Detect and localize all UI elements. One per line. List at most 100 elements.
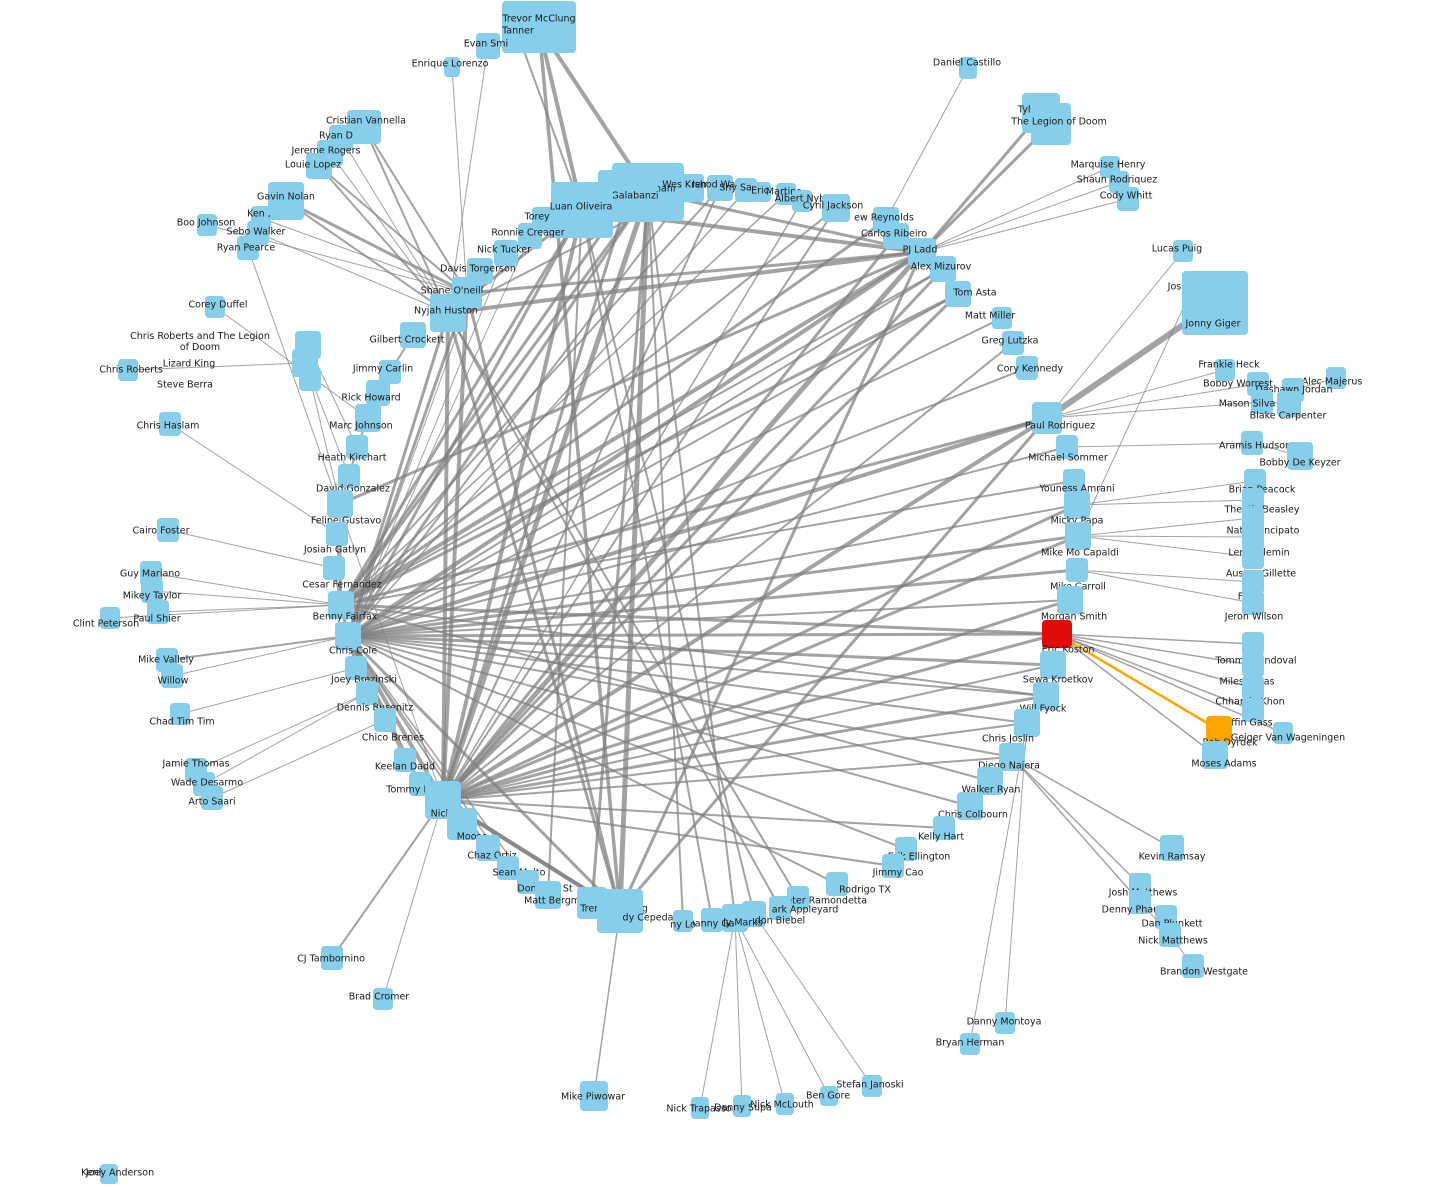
graph-node-chris-colbourn[interactable] <box>957 792 983 820</box>
graph-node-will-fyock[interactable] <box>1033 682 1059 710</box>
graph-node-eric-koston[interactable] <box>1042 620 1072 648</box>
graph-node-josiah-gatlyn[interactable] <box>326 522 348 546</box>
graph-node-brad-cromer[interactable] <box>373 988 393 1010</box>
graph-node-ronnie-creager[interactable] <box>518 223 542 249</box>
graph-node-cody-whitt[interactable] <box>1117 187 1139 211</box>
graph-node-mike-carroll[interactable] <box>1066 558 1088 582</box>
graph-node-mason-silva[interactable] <box>1251 390 1273 414</box>
graph-node-matt-bergmann[interactable] <box>535 881 561 909</box>
graph-node-nick-trapasso[interactable] <box>691 1097 709 1119</box>
graph-node-keelan-dadd[interactable] <box>394 748 416 772</box>
graph-node-austyn-gillette[interactable] <box>1242 545 1264 569</box>
graph-node-boo-johnson[interactable] <box>197 214 217 236</box>
graph-node-benny-fairfax[interactable] <box>328 591 354 619</box>
graph-node-paul-rodriguez[interactable] <box>1032 402 1062 434</box>
graph-node-rodrigo-tx[interactable] <box>826 872 848 896</box>
graph-node-felipe-gustavo[interactable] <box>327 490 353 518</box>
graph-node-steve-berra[interactable] <box>299 367 321 391</box>
graph-node-nick-mclouth[interactable] <box>776 1093 794 1115</box>
graph-node-bobby-de-keyzer[interactable] <box>1287 442 1313 470</box>
graph-node-gilbert-crockett[interactable] <box>400 322 426 348</box>
graph-node-michael-sommer[interactable] <box>1056 435 1078 459</box>
graph-node-carlos-ribeiro[interactable] <box>883 223 909 249</box>
graph-node-morgan-smith[interactable] <box>1057 586 1083 614</box>
graph-node-tony-lopez[interactable] <box>673 910 693 932</box>
graph-node-greg-lutzka[interactable] <box>1002 331 1024 355</box>
graph-node-billy-marks[interactable] <box>722 904 748 932</box>
graph-node-wes-kremer[interactable] <box>676 174 704 202</box>
graph-node-sewa-kroetkov[interactable] <box>1040 651 1066 679</box>
graph-node-nate-principato[interactable] <box>1242 506 1264 530</box>
graph-node-miles-silvas[interactable] <box>1242 653 1264 677</box>
graph-node-mark-appleyard[interactable] <box>769 896 791 920</box>
graph-node-sean-malto[interactable] <box>497 856 519 880</box>
graph-node-willow[interactable] <box>161 664 183 688</box>
graph-node-cairo-foster[interactable] <box>157 518 179 542</box>
graph-node-walker-ryan[interactable] <box>977 767 1003 795</box>
graph-node-tom-asta[interactable] <box>945 281 971 307</box>
graph-node-brian-peacock[interactable] <box>1244 469 1266 493</box>
graph-node-cody-cepeda[interactable] <box>597 889 643 933</box>
graph-node-denny-pham[interactable] <box>1129 890 1151 914</box>
graph-node-lem-villemin[interactable] <box>1242 525 1264 549</box>
graph-node-ben-gore[interactable] <box>820 1086 838 1106</box>
graph-node-alex-mizurov[interactable] <box>930 256 956 282</box>
graph-node-lucas-puig[interactable] <box>1173 240 1193 262</box>
graph-node-chhandy-khon[interactable] <box>1242 676 1264 700</box>
graph-node-matt-miller[interactable] <box>992 307 1012 329</box>
graph-node-nyjah-huston[interactable] <box>430 294 466 332</box>
graph-node-tommy-sandoval[interactable] <box>1242 632 1264 656</box>
graph-node-mike-mo-capaldi[interactable] <box>1065 522 1091 550</box>
graph-node-cory-kennedy[interactable] <box>1016 356 1038 380</box>
graph-node-alec-majerus[interactable] <box>1326 367 1346 389</box>
graph-node-diego-najera[interactable] <box>999 743 1025 771</box>
graph-node-donovan-st[interactable] <box>517 870 539 894</box>
graph-node-danny-montoya[interactable] <box>995 1012 1015 1034</box>
graph-node-legion-of-doom[interactable] <box>1031 103 1071 145</box>
graph-node-griffin-gass[interactable] <box>1242 698 1264 722</box>
graph-node-aramis-hudson[interactable] <box>1241 431 1263 455</box>
graph-node-kevin-ramsay[interactable] <box>1160 835 1184 861</box>
graph-node-nick-matthews[interactable] <box>1159 923 1181 947</box>
graph-node-kelly-hart[interactable] <box>933 816 955 840</box>
graph-node-shy-saelia[interactable] <box>735 178 757 202</box>
graph-node-furby[interactable] <box>1242 570 1264 594</box>
graph-node-joey-anderson[interactable] <box>102 1164 118 1184</box>
graph-node-jimmy-cao[interactable] <box>882 854 904 878</box>
graph-node-cesar-fernandez[interactable] <box>323 556 345 580</box>
graph-node-clint-peterson[interactable] <box>100 607 120 629</box>
graph-node-chris-roberts[interactable] <box>118 359 138 381</box>
graph-node-evan-smith[interactable] <box>476 33 500 59</box>
graph-node-mike-piwowar[interactable] <box>580 1081 608 1111</box>
graph-node-luan-oliveira[interactable] <box>551 182 613 238</box>
graph-node-danny-garcia[interactable] <box>701 908 723 932</box>
graph-node-danny-supa[interactable] <box>733 1095 751 1117</box>
graph-node-jimmy-carlin[interactable] <box>379 360 401 384</box>
graph-node-paul-shier[interactable] <box>147 600 169 624</box>
graph-node-brandon-westgate[interactable] <box>1182 954 1204 978</box>
graph-node-dennis-busenitz[interactable] <box>356 681 378 705</box>
graph-node-chico-brenes[interactable] <box>374 708 396 732</box>
graph-node-frankie-heck[interactable] <box>1215 359 1235 381</box>
graph-node-gavin-nolan[interactable] <box>268 182 304 220</box>
graph-node-nick-tucker[interactable] <box>494 240 518 266</box>
graph-node-tanner[interactable] <box>510 30 530 50</box>
graph-node-david-gonzalez[interactable] <box>338 464 360 488</box>
graph-node-joey-brezinski[interactable] <box>345 656 367 680</box>
graph-node-marc-johnson[interactable] <box>355 404 381 432</box>
graph-node-blake-carpenter[interactable] <box>1277 391 1301 417</box>
graph-node-cyril-jackson[interactable] <box>822 194 850 222</box>
graph-node-jeron-wilson[interactable] <box>1242 591 1264 615</box>
graph-node-chaz-ortiz[interactable] <box>476 835 500 861</box>
graph-node-moose[interactable] <box>447 808 477 840</box>
graph-node-chris-haslam[interactable] <box>159 412 181 436</box>
graph-node-arto-saari[interactable] <box>201 786 223 810</box>
graph-node-chris-joslin[interactable] <box>1014 709 1040 737</box>
graph-node-jonny-giger[interactable] <box>1182 271 1248 335</box>
graph-node-chad-tim-tim[interactable] <box>170 703 190 725</box>
graph-node-geiger-van-wageningen[interactable] <box>1273 722 1293 744</box>
graph-node-chris-cole[interactable] <box>335 622 361 650</box>
graph-node-rick-howard[interactable] <box>366 380 390 406</box>
graph-node-daniel-castillo[interactable] <box>959 57 977 79</box>
graph-node-stefan-janoski[interactable] <box>862 1075 882 1097</box>
